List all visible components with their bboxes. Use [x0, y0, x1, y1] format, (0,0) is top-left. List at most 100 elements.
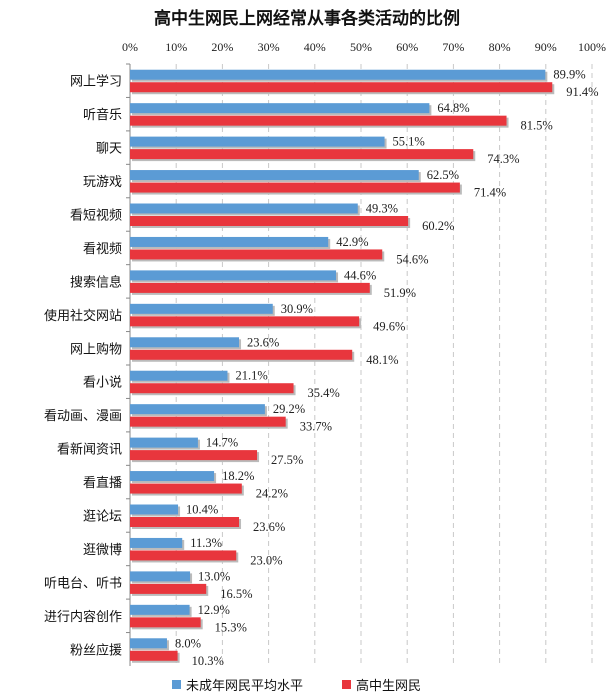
data-label: 23.0% — [250, 553, 282, 567]
data-label: 51.9% — [384, 286, 416, 300]
data-label: 13.0% — [198, 569, 230, 583]
bar — [130, 404, 265, 415]
data-label: 91.4% — [566, 85, 598, 99]
bar — [130, 249, 383, 260]
data-label: 49.3% — [366, 202, 398, 216]
data-label: 23.6% — [247, 335, 279, 349]
data-label: 8.0% — [175, 636, 201, 650]
bar — [130, 550, 237, 561]
data-label: 74.3% — [487, 152, 519, 166]
chart-title: 高中生网民上网经常从事各类活动的比例 — [154, 8, 460, 29]
bar — [130, 504, 179, 515]
data-label: 71.4% — [474, 186, 506, 200]
x-tick-label: 90% — [535, 40, 557, 54]
bar — [130, 471, 215, 482]
bar — [130, 136, 385, 147]
category-label: 看直播 — [83, 475, 122, 491]
data-label: 48.1% — [366, 353, 398, 367]
category-label: 听音乐 — [83, 107, 122, 123]
bar — [130, 270, 337, 281]
bar — [130, 115, 507, 126]
bar — [130, 303, 273, 314]
x-tick-label: 40% — [304, 40, 326, 54]
data-label: 21.1% — [235, 369, 267, 383]
category-label: 粉丝应援 — [70, 642, 122, 658]
category-label: 看短视频 — [70, 208, 122, 224]
category-label: 看动画、漫画 — [44, 408, 122, 424]
bar — [130, 203, 358, 214]
x-tick-label: 80% — [489, 40, 511, 54]
bar — [130, 383, 294, 394]
category-label: 使用社交网站 — [44, 308, 122, 324]
data-label: 42.9% — [336, 235, 368, 249]
bar — [130, 236, 329, 247]
data-label: 11.3% — [190, 536, 222, 550]
bar — [130, 617, 201, 628]
x-tick-label: 60% — [396, 40, 418, 54]
data-label: 24.2% — [256, 487, 288, 501]
bar — [130, 69, 546, 80]
category-label: 聊天 — [96, 142, 122, 157]
category-label: 进行内容创作 — [44, 609, 122, 625]
bar — [130, 370, 228, 381]
data-label: 27.5% — [271, 453, 303, 467]
data-label: 30.9% — [281, 302, 313, 316]
x-tick-label: 50% — [350, 40, 372, 54]
bar — [130, 583, 207, 594]
data-label: 62.5% — [427, 168, 459, 182]
bar — [130, 82, 553, 93]
legend-label: 高中生网民 — [356, 678, 421, 694]
bar — [130, 182, 460, 193]
category-label: 看视频 — [83, 241, 122, 257]
x-tick-label: 20% — [211, 40, 233, 54]
data-label: 10.3% — [192, 654, 224, 668]
category-label: 看小说 — [83, 375, 122, 391]
x-tick-label: 10% — [165, 40, 187, 54]
legend-swatch — [172, 680, 181, 689]
bar — [130, 416, 286, 427]
data-label: 16.5% — [220, 587, 252, 601]
data-label: 33.7% — [300, 420, 332, 434]
bar — [130, 450, 258, 461]
bar — [130, 571, 191, 582]
category-label: 搜索信息 — [70, 274, 122, 290]
bar — [130, 483, 242, 494]
bar — [130, 170, 419, 181]
bar — [130, 282, 370, 293]
x-tick-label: 100% — [578, 40, 606, 54]
bar — [130, 316, 360, 327]
data-label: 64.8% — [437, 101, 469, 115]
legend-swatch — [342, 680, 351, 689]
bar — [130, 604, 190, 615]
x-tick-label: 0% — [122, 40, 138, 54]
category-label: 网上学习 — [70, 74, 122, 90]
data-label: 14.7% — [206, 436, 238, 450]
data-label: 60.2% — [422, 219, 454, 233]
category-label: 网上购物 — [70, 341, 122, 357]
data-label: 35.4% — [308, 386, 340, 400]
bar — [130, 216, 409, 226]
category-label: 听电台、听书 — [44, 576, 122, 591]
bar — [130, 650, 178, 661]
bar — [130, 149, 474, 160]
data-label: 12.9% — [198, 603, 230, 617]
bar — [130, 337, 240, 348]
bar — [130, 437, 198, 448]
bar — [130, 349, 353, 360]
bar — [130, 638, 167, 649]
data-label: 18.2% — [222, 469, 254, 483]
data-label: 23.6% — [253, 520, 285, 534]
data-label: 55.1% — [393, 135, 425, 149]
category-label: 逛微博 — [83, 543, 122, 558]
bar — [130, 517, 240, 527]
data-label: 44.6% — [344, 268, 376, 282]
bar — [130, 103, 430, 114]
bar — [130, 537, 183, 548]
category-label: 逛论坛 — [83, 510, 122, 525]
data-label: 49.6% — [373, 319, 405, 333]
data-label: 10.4% — [186, 503, 218, 517]
data-label: 89.9% — [553, 68, 585, 82]
data-label: 15.3% — [215, 620, 247, 634]
